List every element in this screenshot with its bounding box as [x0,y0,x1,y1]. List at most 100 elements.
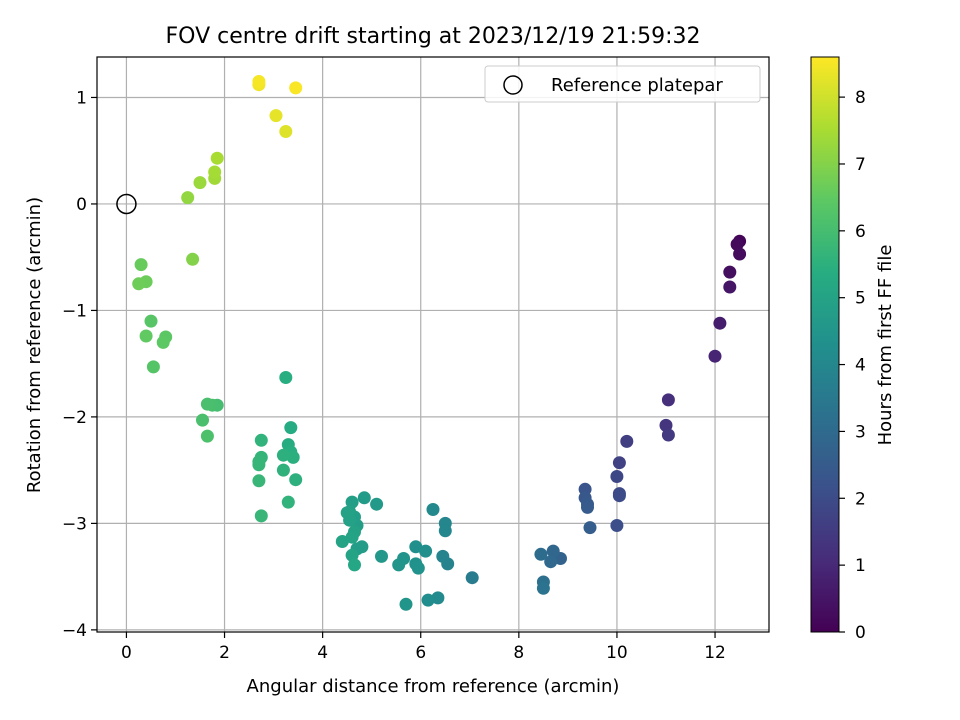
data-point [156,335,170,349]
data-point [661,428,675,442]
data-point [269,109,283,123]
data-point [345,530,359,544]
x-tick-label: 4 [317,643,328,663]
y-tick-label: −3 [62,514,87,534]
data-point [610,470,624,483]
data-point [375,549,388,563]
data-point [620,434,634,448]
data-point [279,125,293,138]
data-point [144,314,158,328]
data-point [713,316,727,330]
y-tick-label: −2 [62,408,87,428]
data-point [340,506,354,520]
reference-marker [116,193,137,215]
y-tick-label: −4 [62,621,87,641]
colorbar-tick-label: 2 [855,489,866,509]
y-tick-label: −1 [62,301,87,321]
data-point [426,503,440,516]
colorbar-tick-label: 5 [855,289,866,309]
colorbar-tick-label: 0 [855,623,866,643]
data-point [254,509,268,523]
data-point [583,521,597,535]
data-point [436,549,450,563]
colorbar: 0 1 2 3 4 5 6 7 8 Hours from first FF file [810,56,896,643]
data-point [431,591,445,605]
x-tick-label: 10 [606,643,628,663]
x-tick-label: 8 [513,643,524,663]
data-point [581,500,594,514]
data-point [723,265,737,279]
data-point [289,81,303,95]
data-point [208,165,222,179]
data-point [370,497,384,511]
data-point [196,413,209,427]
data-point [723,280,737,294]
y-axis-label: Rotation from reference (arcmin) [24,197,45,493]
colorbar-tick-label: 4 [855,356,866,376]
data-point [661,393,675,407]
data-point [252,474,266,488]
data-point [465,571,479,585]
x-tick-label: 2 [219,643,230,663]
plot-frame [96,56,770,633]
data-point [536,581,550,595]
reference-platepar-point [116,193,137,215]
data-point [200,397,214,411]
colorbar-tick-label: 1 [855,556,866,576]
data-point [399,597,413,611]
data-point [286,450,300,464]
legend-entry: Reference platepar [551,75,723,96]
data-point [610,519,624,532]
y-tick-label: 0 [76,195,87,215]
data-point [284,421,298,435]
colorbar-tick-label: 3 [855,422,866,442]
data-point [281,495,295,509]
grid-lines [97,57,769,632]
chart-title: FOV centre drift starting at 2023/12/19 … [166,24,701,49]
x-tick-label: 12 [704,643,726,663]
data-point [279,371,293,384]
data-point [357,491,371,505]
data-point [348,558,361,572]
colorbar-tick-label: 6 [855,222,866,242]
data-point [200,429,214,443]
data-point [612,489,626,503]
x-tick-label: 6 [415,643,426,663]
data-point [534,547,548,561]
data-point [254,433,268,447]
colorbar-ticks: 0 1 2 3 4 5 6 7 8 [839,88,866,643]
data-point [392,558,406,572]
data-point [409,540,423,554]
x-axis-ticks: 0 2 4 6 8 10 12 [121,632,726,663]
legend: Reference platepar [484,65,761,103]
data-point [335,535,349,548]
data-point [139,329,153,343]
legend-open-circle-icon [503,75,523,95]
legend-box [484,65,761,103]
data-point [181,191,195,205]
data-point [421,593,435,607]
colorbar-tick-label: 8 [855,88,866,108]
colorbar-label: Hours from first FF file [875,245,896,446]
data-point [210,151,224,165]
data-point [276,448,290,462]
data-point [132,277,146,291]
data-point [193,176,207,190]
y-axis-ticks: −4 −3 −2 −1 0 1 [62,88,97,641]
data-point [438,524,452,538]
x-tick-label: 0 [121,643,132,663]
data-point [252,458,266,472]
colorbar-gradient [810,56,840,633]
data-point [546,544,560,558]
data-point [134,258,148,272]
data-point [289,473,303,487]
data-point [146,360,160,374]
data-point [544,555,558,569]
data-point [252,75,266,88]
data-point [186,252,200,266]
data-point [612,456,626,470]
data-point [411,561,425,575]
data-point [419,544,433,558]
data-point [708,349,722,363]
